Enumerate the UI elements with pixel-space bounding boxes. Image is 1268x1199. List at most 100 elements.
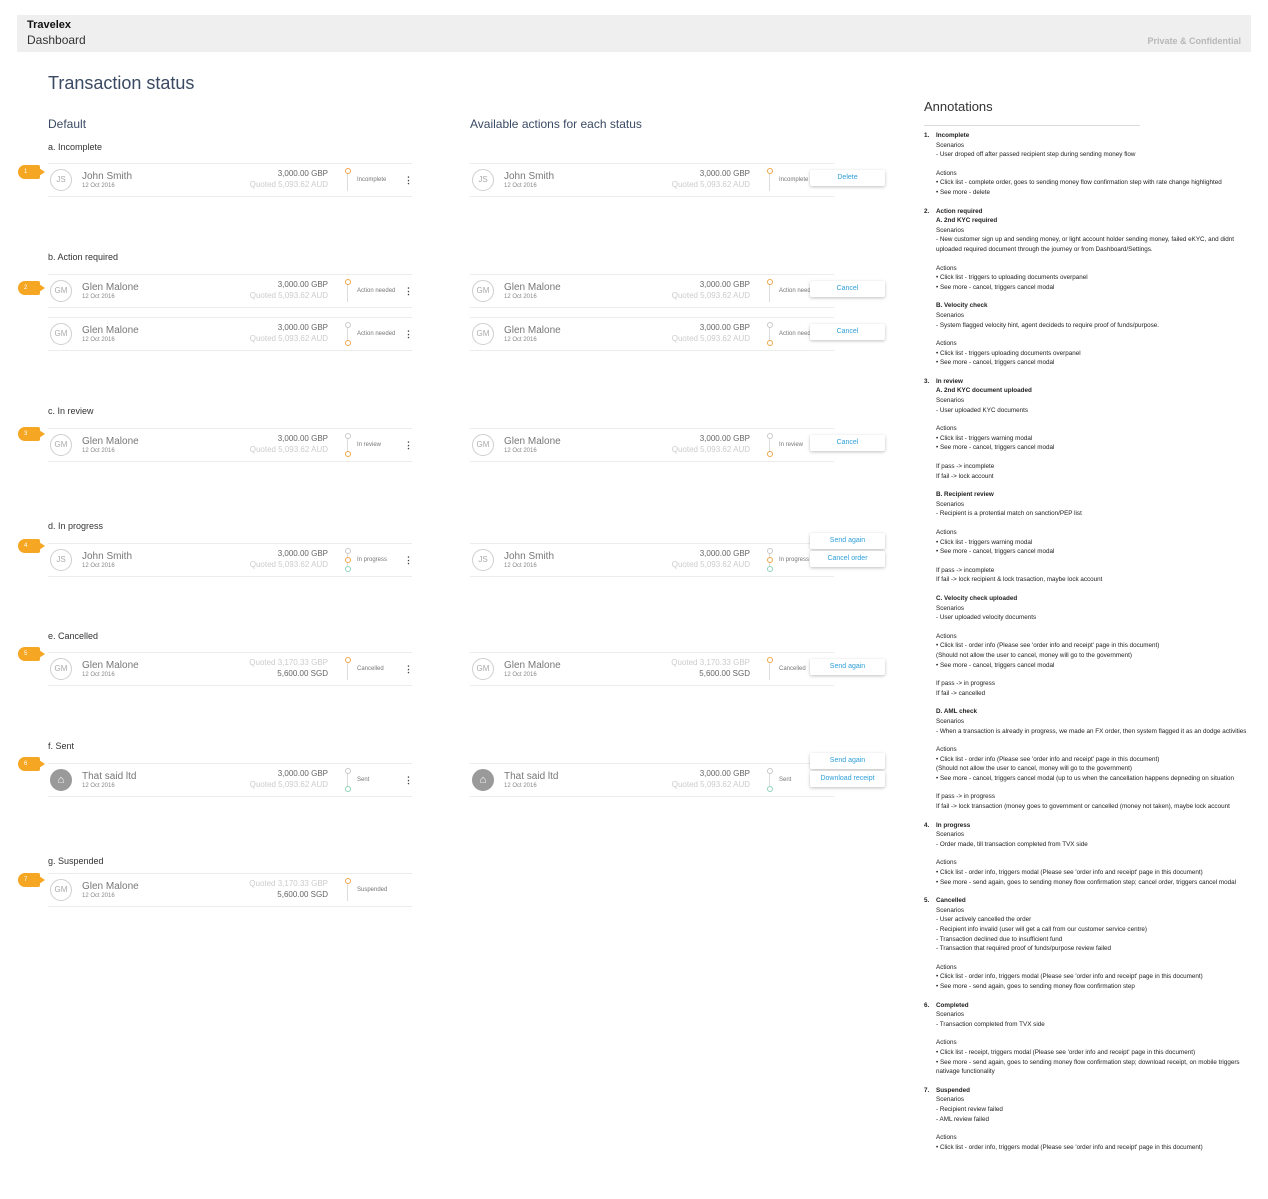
dashboard-title: Dashboard xyxy=(27,33,86,47)
action-button[interactable]: Send again xyxy=(810,659,885,675)
quoted-amount: Quoted 5,093.62 AUD xyxy=(671,780,750,789)
annotation-heading: In progress xyxy=(936,821,971,829)
send-amount: 3,000.00 GBP xyxy=(277,323,328,332)
annotation-badge: 6 xyxy=(18,757,45,771)
action-button[interactable]: Cancel xyxy=(810,324,885,340)
status-timeline xyxy=(769,660,770,680)
annotation-line: If pass -> in progress xyxy=(936,680,995,688)
action-button[interactable]: Send again xyxy=(810,533,885,549)
transaction-row[interactable]: GM Glen Malone 12 Oct 2016 3,000.00 GBP Quot… xyxy=(48,274,413,308)
recipient-name: That said ltd xyxy=(82,771,137,782)
send-amount: 3,000.00 GBP xyxy=(699,434,750,443)
annotation-line: - Transaction declined due to insufficie… xyxy=(936,935,1063,943)
annotation-line: Actions xyxy=(936,340,957,348)
annotation-line: Actions xyxy=(936,1134,957,1142)
timeline-dot xyxy=(767,168,773,174)
action-button[interactable]: Send again xyxy=(810,753,885,769)
status-label: Action needed xyxy=(779,288,818,294)
more-options-icon[interactable]: ⋮ xyxy=(404,175,413,185)
transaction-row[interactable]: GM Glen Malone 12 Oct 2016 3,000.00 GBP Quot… xyxy=(470,274,885,308)
annotation-heading: Cancelled xyxy=(936,897,966,905)
timeline-dot xyxy=(767,557,773,563)
section-label: f. Sent xyxy=(48,741,75,751)
annotation-line: - User uploaded velocity documents xyxy=(936,614,1037,622)
annotation-line: Scenarios xyxy=(936,831,965,839)
annotation-item: 5. Cancelled Scenarios - User actively canc… xyxy=(924,896,1254,991)
timeline-dot xyxy=(767,657,773,663)
annotation-line: If fail -> lock account xyxy=(936,472,994,480)
timeline-dot xyxy=(767,768,773,774)
annotation-line: If pass -> incomplete xyxy=(936,463,995,471)
transaction-row[interactable]: JS John Smith 12 Oct 2016 3,000.00 GBP Quote… xyxy=(470,163,885,197)
more-options-icon[interactable]: ⋮ xyxy=(404,286,413,296)
action-button[interactable]: Cancel order xyxy=(810,551,885,567)
actions-column-heading: Available actions for each status xyxy=(470,117,642,131)
annotation-line: Actions xyxy=(936,169,957,177)
top-bar: Travelex Dashboard Private & Confidentia… xyxy=(17,15,1251,52)
quoted-amount: Quoted 5,093.62 AUD xyxy=(249,334,328,343)
more-options-icon[interactable]: ⋮ xyxy=(404,440,413,450)
transaction-date: 12 Oct 2016 xyxy=(82,183,115,189)
action-button[interactable]: Download receipt xyxy=(810,771,885,787)
transaction-row[interactable]: GM Glen Malone 12 Oct 2016 Quoted 3,170.33 … xyxy=(48,652,413,686)
quoted-amount: 5,600.00 SGD xyxy=(699,669,750,678)
section-label: a. Incomplete xyxy=(48,142,103,152)
timeline-dot xyxy=(345,657,351,663)
status-timeline xyxy=(347,436,348,456)
annotation-line: Actions xyxy=(936,1039,957,1047)
annotation-line: - System flagged velocity hint, agent de… xyxy=(936,321,1159,329)
transaction-date: 12 Oct 2016 xyxy=(504,337,537,343)
transaction-row[interactable]: GM Glen Malone 12 Oct 2016 3,000.00 GBP Quot… xyxy=(470,317,885,351)
annotations-title: Annotations xyxy=(924,99,993,114)
status-label: In progress xyxy=(357,557,388,563)
annotation-line: - Recipient review failed xyxy=(936,1105,1003,1113)
home-icon: ⌂ xyxy=(472,769,494,791)
timeline-dot xyxy=(345,322,351,328)
avatar: JS xyxy=(472,549,494,571)
action-button[interactable]: Cancel xyxy=(810,435,885,451)
status-label: Action needed xyxy=(357,331,396,337)
action-button[interactable]: Delete xyxy=(810,170,885,186)
transaction-row[interactable]: GM Glen Malone 12 Oct 2016 3,000.00 GBP Quot… xyxy=(48,428,413,462)
transaction-row[interactable]: ⌂ That said ltd 12 Oct 2016 3,000.00 GBP Quo… xyxy=(48,763,413,797)
transaction-row[interactable]: GM Glen Malone 12 Oct 2016 Quoted 3,170.33 … xyxy=(48,873,412,907)
transaction-date: 12 Oct 2016 xyxy=(82,563,115,569)
transaction-row[interactable]: GM Glen Malone 12 Oct 2016 3,000.00 GBP Quot… xyxy=(48,317,413,351)
annotation-line: Scenarios xyxy=(936,717,965,725)
annotation-line: Actions xyxy=(936,264,957,272)
quoted-amount: Quoted 5,093.62 AUD xyxy=(671,445,750,454)
recipient-name: Glen Malone xyxy=(504,282,561,293)
home-icon: ⌂ xyxy=(50,769,72,791)
annotation-line: - User uploaded KYC documents xyxy=(936,406,1029,414)
transaction-row[interactable]: JS John Smith 12 Oct 2016 3,000.00 GBP Quote… xyxy=(48,163,413,197)
annotation-line: Scenarios xyxy=(936,1011,965,1019)
more-options-icon[interactable]: ⋮ xyxy=(404,775,413,785)
avatar: GM xyxy=(50,323,72,345)
transaction-row[interactable]: GM Glen Malone 12 Oct 2016 3,000.00 GBP Quot… xyxy=(470,428,885,462)
recipient-name: Glen Malone xyxy=(504,436,561,447)
timeline-dot xyxy=(767,279,773,285)
more-options-icon[interactable]: ⋮ xyxy=(404,329,413,339)
section-label: g. Suspended xyxy=(48,856,104,866)
annotation-line: Actions xyxy=(936,632,957,640)
annotation-line: • Click list - triggers warning modal xyxy=(936,434,1033,442)
quoted-amount: Quoted 5,093.62 AUD xyxy=(249,560,328,569)
annotation-line: - AML review failed xyxy=(936,1115,989,1123)
timeline-dot xyxy=(345,786,351,792)
avatar: GM xyxy=(50,434,72,456)
transaction-row[interactable]: JS John Smith 12 Oct 2016 3,000.00 GBP Quote… xyxy=(470,533,885,577)
annotation-line: • See more - delete xyxy=(936,188,991,196)
annotation-number: 5. xyxy=(924,897,930,905)
annotation-badge: 2 xyxy=(18,281,45,295)
annotation-item: 4. In progress Scenarios - Order made, till… xyxy=(924,821,1254,888)
transaction-row[interactable]: JS John Smith 12 Oct 2016 3,000.00 GBP Quote… xyxy=(48,543,413,577)
transaction-row[interactable]: ⌂ That said ltd 12 Oct 2016 3,000.00 GBP Quo… xyxy=(470,753,885,797)
more-options-icon[interactable]: ⋮ xyxy=(404,664,413,674)
action-button[interactable]: Cancel xyxy=(810,281,885,297)
annotation-line: Actions xyxy=(936,859,957,867)
timeline-dot xyxy=(345,557,351,563)
annotation-line: Scenarios xyxy=(936,226,965,234)
annotation-number: 1. xyxy=(924,132,930,139)
more-options-icon[interactable]: ⋮ xyxy=(404,555,413,565)
transaction-row[interactable]: GM Glen Malone 12 Oct 2016 Quoted 3,170.33 … xyxy=(470,652,885,686)
